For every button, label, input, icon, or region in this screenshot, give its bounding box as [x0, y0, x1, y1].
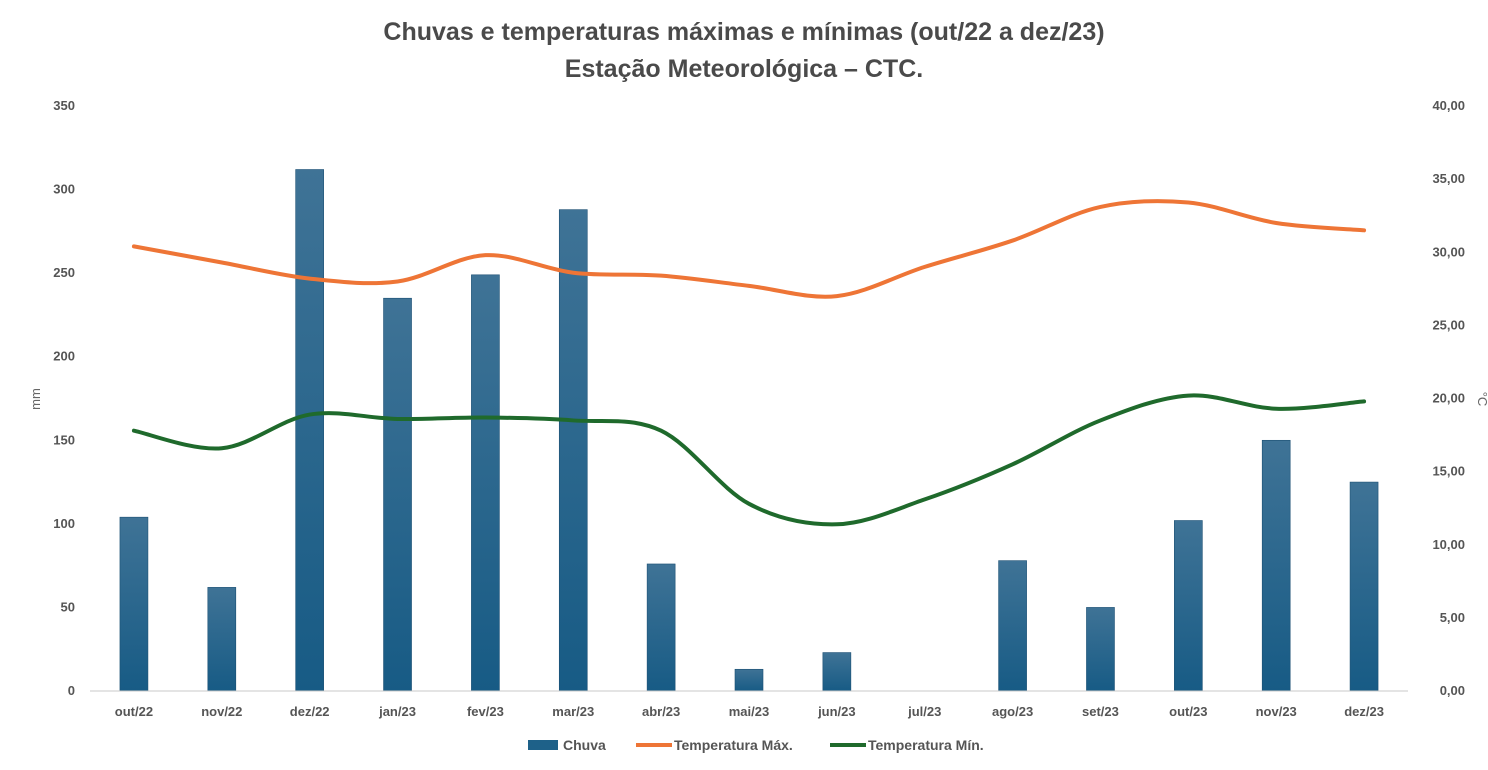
- chart-subtitle: Estação Meteorológica – CTC.: [564, 55, 924, 83]
- legend: Chuva Temperatura Máx. Temperatura Mín.: [528, 737, 984, 753]
- x-tick-label: ago/23: [992, 704, 1033, 719]
- x-tick-label: jul/23: [907, 704, 941, 719]
- y-left-tick: 0: [68, 683, 75, 698]
- bar-out-23: [1174, 520, 1203, 692]
- y-left-tick: 350: [53, 98, 75, 113]
- temp-max-line: [131, 199, 1367, 299]
- y-right-tick: 30,00: [1432, 244, 1465, 259]
- x-tick-label: fev/23: [467, 704, 504, 719]
- x-tick-label: abr/23: [642, 704, 680, 719]
- x-tick-label: mai/23: [729, 704, 769, 719]
- x-tick-label: mar/23: [552, 704, 594, 719]
- x-tick-label: jan/23: [378, 704, 416, 719]
- y-right-tick: 10,00: [1432, 537, 1465, 552]
- y-left-tick: 50: [61, 599, 75, 614]
- y-right-tick: 0,00: [1440, 683, 1465, 698]
- x-tick-label: dez/23: [1344, 704, 1384, 719]
- y-right-tick: 15,00: [1432, 464, 1465, 479]
- x-tick-label: nov/23: [1256, 704, 1297, 719]
- bar-nov-23: [1261, 439, 1291, 692]
- bar-ago-23: [998, 560, 1027, 692]
- lines-group: [131, 199, 1367, 527]
- bar-set-23: [1086, 607, 1115, 692]
- bar-jan-23: [383, 297, 412, 692]
- y-left-tick: 300: [53, 182, 75, 197]
- bar-nov-22: [207, 587, 237, 692]
- bar-abr-23: [646, 563, 676, 692]
- x-tick-label: set/23: [1082, 704, 1119, 719]
- y-left-tick: 250: [53, 265, 75, 280]
- y-right-axis-title: °C: [1475, 392, 1488, 407]
- x-tick-label: dez/22: [290, 704, 330, 719]
- axes-group: 0 50 100 150 200 250 300 350 0,00 5,00 10,00 15,00 2…: [28, 98, 1488, 719]
- bar-dez-23: [1349, 481, 1379, 692]
- y-right-tick: 5,00: [1440, 610, 1465, 625]
- x-tick-label: out/22: [115, 704, 153, 719]
- y-left-tick: 100: [53, 516, 75, 531]
- bar-fev-23: [471, 274, 500, 692]
- y-left-tick: 200: [53, 349, 75, 364]
- bar-dez-22: [295, 169, 324, 692]
- legend-label: Temperatura Mín.: [868, 737, 984, 753]
- y-right-tick: 20,00: [1432, 391, 1465, 406]
- bar-mar-23: [558, 209, 588, 692]
- y-left-axis-title: mm: [28, 388, 43, 410]
- x-tick-label: out/23: [1169, 704, 1207, 719]
- legend-label: Chuva: [563, 737, 606, 753]
- x-tick-label: jun/23: [817, 704, 856, 719]
- chart-title: Chuvas e temperaturas máximas e mínimas …: [383, 18, 1105, 46]
- y-right-tick: 25,00: [1432, 317, 1465, 332]
- bar-out-22: [119, 516, 149, 692]
- bar-mai-23: [734, 668, 764, 692]
- legend-swatch-chuva: [528, 740, 558, 750]
- y-right-tick: 35,00: [1432, 171, 1465, 186]
- y-right-tick: 40,00: [1432, 98, 1465, 113]
- temp-min-line: [131, 393, 1367, 527]
- bar-jun-23: [822, 652, 852, 692]
- legend-label: Temperatura Máx.: [674, 737, 793, 753]
- bars-group: [119, 169, 1379, 692]
- x-tick-label: nov/22: [201, 704, 242, 719]
- y-left-tick: 150: [53, 432, 75, 447]
